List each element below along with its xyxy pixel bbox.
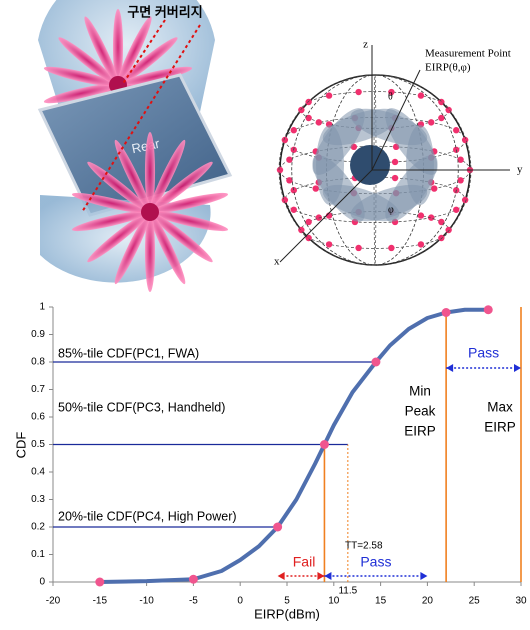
- cdf-chart: 0 0.1 0.2 0.3 0.4 0.5 0.6 0.7 0.8 0.9 1 -20 -15 -10 -5…: [13, 302, 527, 622]
- highlight-point: [273, 523, 282, 532]
- measurement-point: [457, 177, 463, 183]
- arrow-head: [514, 364, 521, 372]
- measurement-point: [438, 235, 444, 241]
- arrow-head: [420, 572, 427, 580]
- y-tick-label: 0: [39, 577, 45, 588]
- range-label: Pass: [468, 345, 499, 361]
- highlight-point: [371, 358, 380, 367]
- y-tick-label: 0.5: [31, 439, 45, 450]
- y-tick-label: 0.9: [31, 329, 45, 340]
- highlight-point: [95, 578, 104, 587]
- min-eirp-label: EIRP: [404, 424, 436, 439]
- coverage-label: 구면 커버리지: [127, 4, 202, 19]
- x-tick-label: 30: [515, 596, 527, 607]
- percentile-label: 20%-tile CDF(PC4, High Power): [58, 509, 237, 523]
- measurement-point: [418, 241, 424, 247]
- theta-label: θ: [388, 91, 393, 102]
- highlight-point: [189, 575, 198, 584]
- antenna-core: [350, 145, 390, 185]
- measurement-point: [305, 99, 311, 105]
- z-label: z: [363, 39, 368, 51]
- measurement-point: [392, 159, 398, 165]
- x-tick-label: 25: [469, 596, 481, 607]
- x-tick-label: 20: [422, 596, 434, 607]
- page: Rear 구면 커버리지 z y x θ φ Measurement Point…: [0, 0, 530, 630]
- highlight-point: [442, 308, 451, 317]
- max-eirp-label: Max: [487, 400, 513, 415]
- measurement-point: [326, 241, 332, 247]
- y-tick-label: 0.2: [31, 522, 45, 533]
- y-tick-label: 0.4: [31, 467, 45, 478]
- measurement-point: [457, 156, 463, 162]
- x-tick-label: 15: [375, 596, 387, 607]
- measurement-point: [392, 175, 398, 181]
- y-tick-label: 0.8: [31, 357, 45, 368]
- measurement-point: [305, 219, 311, 225]
- y-axis-title: CDF: [13, 432, 28, 459]
- measurement-point: [277, 167, 283, 173]
- measurement-point: [438, 99, 444, 105]
- measurement-point: [355, 89, 361, 95]
- x-tick-label: 5: [284, 596, 290, 607]
- left-illustration: Rear 구면 커버리지: [38, 0, 230, 292]
- range-label: Pass: [360, 554, 391, 570]
- x-tick-label: -20: [46, 596, 61, 607]
- arrow-tail: [446, 364, 453, 372]
- y-tick-label: 0.3: [31, 494, 45, 505]
- y-tick-label: 0.6: [31, 412, 45, 423]
- x-tick-label: -10: [139, 596, 154, 607]
- measurement-point: [453, 207, 459, 213]
- y-tick-label: 0.7: [31, 384, 45, 395]
- range-label: Fail: [293, 554, 316, 570]
- tt-value: 11.5: [338, 586, 357, 597]
- measurement-point: [313, 185, 319, 191]
- measurement-point: [418, 212, 424, 218]
- measurement-point: [355, 245, 361, 251]
- max-eirp-label: EIRP: [484, 420, 516, 435]
- arrow-head: [278, 572, 285, 580]
- percentile-label: 85%-tile CDF(PC1, FWA): [58, 346, 199, 360]
- phi-label: φ: [388, 204, 394, 215]
- right-illustration: z y x θ φ Measurement Point EIRP(θ,φ): [274, 39, 523, 268]
- measurement-title: Measurement Point: [425, 48, 511, 60]
- figure: Rear 구면 커버리지 z y x θ φ Measurement Point…: [0, 0, 530, 625]
- x-tick-label: 10: [328, 596, 340, 607]
- measurement-point: [326, 92, 332, 98]
- y-tick-label: 1: [39, 302, 45, 313]
- measurement-point: [431, 185, 437, 191]
- min-eirp-label: Min: [409, 384, 431, 399]
- measurement-point: [286, 177, 292, 183]
- measurement-point: [418, 92, 424, 98]
- highlight-point: [484, 305, 493, 314]
- percentile-label: 50%-tile CDF(PC3, Handheld): [58, 400, 225, 414]
- arrow-tail: [324, 572, 331, 580]
- y-label: y: [517, 164, 523, 176]
- x-tick-label: 0: [237, 596, 243, 607]
- measurement-point: [438, 115, 444, 121]
- flower-core: [141, 203, 159, 221]
- y-tick-label: 0.1: [31, 549, 45, 560]
- x-tick-label: -15: [93, 596, 108, 607]
- measurement-point: [316, 119, 322, 125]
- measurement-point: [286, 156, 292, 162]
- arrow-tail: [317, 572, 324, 580]
- measurement-formula: EIRP(θ,φ): [425, 62, 471, 74]
- x-label: x: [274, 256, 280, 268]
- measurement-point: [388, 245, 394, 251]
- x-axis-title: EIRP(dBm): [254, 606, 320, 621]
- min-eirp-label: Peak: [405, 404, 436, 419]
- tt-label: TT=2.58: [345, 541, 383, 552]
- measurement-point: [453, 127, 459, 133]
- measurement-point: [291, 207, 297, 213]
- highlight-point: [320, 440, 329, 449]
- x-tick-label: -5: [189, 596, 198, 607]
- measurement-point: [428, 119, 434, 125]
- measurement-point: [291, 127, 297, 133]
